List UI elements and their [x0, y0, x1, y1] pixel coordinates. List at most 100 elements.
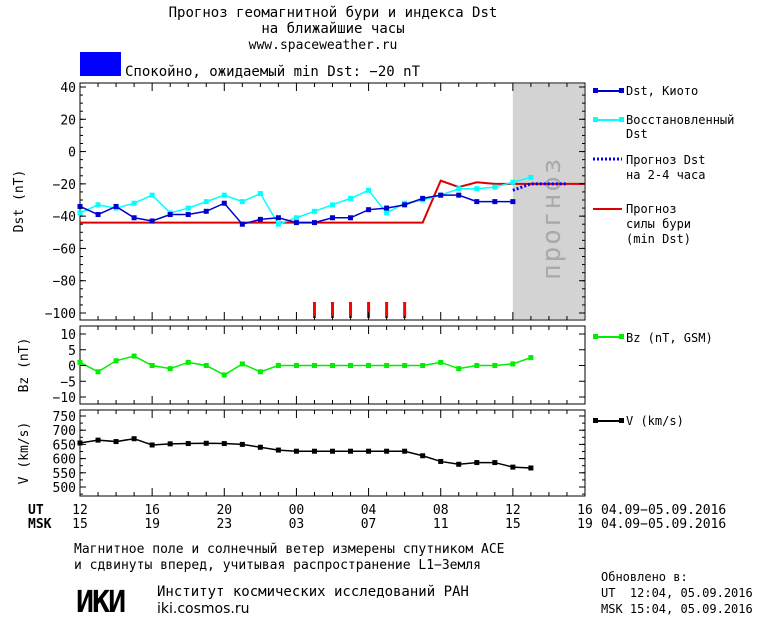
v-point: [293, 448, 299, 454]
v-point: [275, 447, 281, 453]
v-point: [402, 448, 408, 454]
legend-bz-label: Bz (nT, GSM): [626, 331, 713, 345]
bz-point: [275, 363, 281, 368]
v-tick-label: 550: [53, 467, 76, 482]
v-point: [456, 461, 462, 467]
kyoto-dst-point: [402, 202, 408, 208]
v-point: [492, 460, 498, 466]
axes: 40200−20−40−60−80−1001050−5−107507006506…: [45, 81, 593, 532]
updated-ut: UT 12:04, 05.09.2016: [601, 586, 753, 600]
title-line1: Прогноз геомагнитной бури и индекса Dst: [169, 5, 498, 21]
restored-dst-point: [366, 187, 372, 193]
kyoto-dst-point: [330, 215, 335, 221]
dst-tick-label: −40: [53, 210, 76, 225]
bz-point: [167, 366, 173, 372]
kyoto-dst-point: [348, 215, 354, 221]
restored-dst-point: [348, 195, 354, 201]
bz-tick-label: 0: [68, 360, 76, 375]
bz-tick-label: 10: [60, 328, 76, 343]
dst-plot: [77, 174, 585, 318]
v-point: [420, 453, 426, 459]
bz-point: [402, 363, 408, 368]
kyoto-dst-point: [95, 212, 101, 218]
kyoto-dst-point: [167, 212, 173, 218]
kyoto-dst-point: [366, 207, 372, 213]
kyoto-dst-point: [185, 212, 191, 218]
restored-dst-point: [456, 186, 462, 192]
kyoto-dst-point: [257, 216, 263, 222]
v-point: [113, 439, 119, 445]
bz-point: [474, 363, 480, 368]
ut-label: UT: [28, 503, 44, 518]
v-point: [77, 440, 83, 446]
bz-tick-label: 5: [68, 344, 76, 359]
ut-tick-label: 20: [216, 503, 232, 518]
kyoto-dst-point: [203, 208, 209, 214]
updated-msk: MSK 15:04, 05.09.2016: [601, 602, 753, 616]
bz-point: [456, 366, 462, 372]
restored-dst-point: [77, 210, 83, 216]
website-link[interactable]: www.spaceweather.ru: [249, 38, 398, 53]
msk-tick-label: 03: [289, 517, 305, 532]
v-point: [330, 448, 335, 454]
legend-bz-marker: [619, 334, 624, 339]
legend-storm-label: силы бури: [626, 217, 691, 231]
ut-tick-label: 08: [433, 503, 449, 518]
legend-restored-label: Восстановленный: [626, 113, 734, 127]
institute-site[interactable]: iki.cosmos.ru: [157, 601, 249, 617]
restored-dst-point: [510, 179, 516, 185]
bz-tick-label: −5: [60, 375, 76, 390]
dst-tick-label: −80: [53, 275, 76, 290]
v-point: [384, 448, 390, 454]
restored-dst-point: [330, 202, 335, 208]
updated-label: Обновлено в:: [601, 570, 688, 584]
restored-dst-point: [257, 191, 263, 197]
ut-tick-label: 16: [577, 503, 593, 518]
v-tick-label: 600: [53, 453, 76, 468]
restored-dst-point: [528, 174, 534, 180]
footer-note-line2: и сдвинуты вперед, учитывая распростране…: [74, 558, 481, 573]
restored-dst-point: [203, 199, 209, 205]
kyoto-dst-point: [420, 195, 426, 201]
bz-plot: [77, 353, 534, 378]
forecast-zone: [512, 84, 584, 319]
v-point: [366, 448, 372, 454]
ut-tick-label: 04: [361, 503, 377, 518]
legend-restored-marker: [619, 117, 624, 122]
bz-point: [438, 359, 444, 365]
kyoto-dst-point: [77, 203, 83, 209]
kyoto-dst-point: [311, 220, 317, 226]
restored-dst-point: [95, 202, 101, 208]
bz-point: [528, 355, 534, 361]
status-swatch: [80, 52, 121, 76]
bz-point: [420, 363, 426, 368]
legend-kyoto-marker: [593, 88, 598, 93]
footer-note-line1: Магнитное поле и солнечный ветер измерен…: [74, 542, 504, 557]
v-point: [185, 441, 191, 447]
v-point: [167, 441, 173, 447]
msk-tick-label: 19: [577, 517, 593, 532]
legend: Dst, Киото Восстановленный Dst Прогноз D…: [593, 84, 734, 428]
bz-point: [510, 361, 516, 367]
dst-tick-label: 20: [60, 113, 76, 128]
v-point: [203, 440, 209, 446]
institute-name: Институт космических исследований РАН: [157, 584, 469, 600]
ut-tick-label: 00: [289, 503, 305, 518]
bz-point: [221, 372, 227, 378]
msk-tick-label: 07: [361, 517, 377, 532]
restored-dst-point: [239, 199, 245, 205]
v-ylabel: V (km/s): [17, 422, 32, 485]
bz-point: [239, 361, 245, 367]
dst-ylabel: Dst (nT): [12, 170, 27, 233]
v-plot: [77, 436, 534, 471]
bz-point: [149, 363, 155, 368]
bz-point: [293, 363, 299, 368]
bz-line: [79, 355, 532, 376]
legend-storm-label: Прогноз: [626, 202, 677, 216]
v-point: [131, 436, 137, 442]
v-point: [149, 442, 155, 448]
restored-dst-point: [474, 186, 480, 192]
legend-v-marker: [593, 418, 598, 423]
bz-point: [492, 363, 498, 368]
